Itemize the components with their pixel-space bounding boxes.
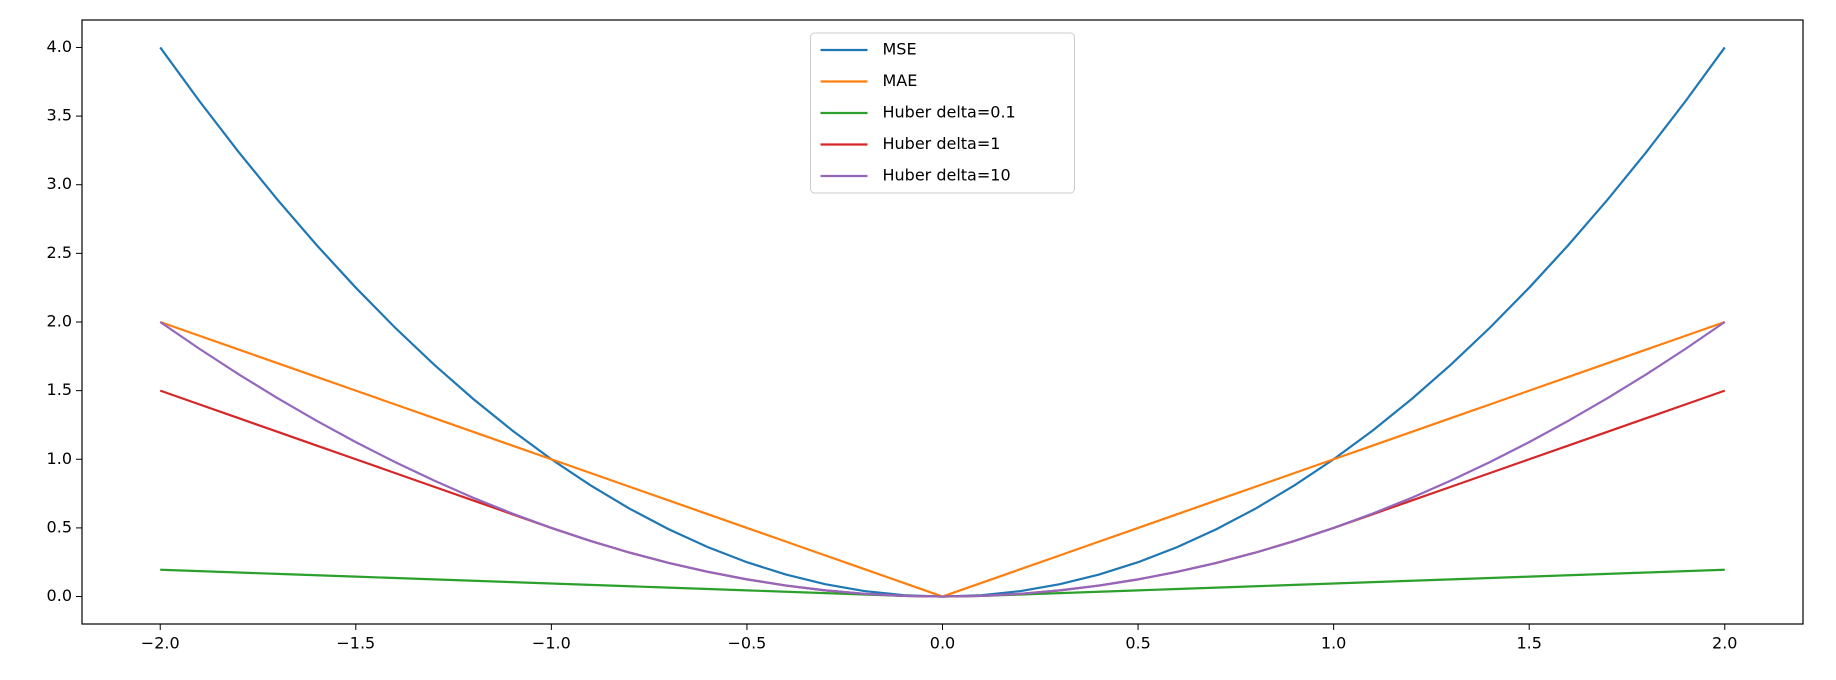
y-tick-label: 0.0 bbox=[47, 586, 72, 605]
series-line bbox=[159, 389, 1726, 598]
y-tick-label: 4.0 bbox=[47, 37, 72, 56]
legend-label: Huber delta=0.1 bbox=[883, 103, 1016, 122]
legend-label: Huber delta=1 bbox=[883, 134, 1001, 153]
y-tick-label: 3.0 bbox=[47, 174, 72, 193]
y-tick-label: 1.0 bbox=[47, 449, 72, 468]
legend-label: Huber delta=10 bbox=[883, 166, 1011, 185]
y-tick-label: 3.5 bbox=[47, 106, 72, 125]
series-line bbox=[160, 568, 1725, 598]
y-tick-label: 2.5 bbox=[47, 243, 72, 262]
x-tick-label: 0.5 bbox=[1125, 634, 1150, 653]
series-line bbox=[159, 321, 1726, 598]
x-tick-label: 0.0 bbox=[930, 634, 955, 653]
y-tick-label: 1.5 bbox=[47, 380, 72, 399]
x-tick-label: −0.5 bbox=[728, 634, 767, 653]
x-tick-label: 1.5 bbox=[1516, 634, 1541, 653]
legend-label: MAE bbox=[883, 71, 918, 90]
y-tick-label: 0.5 bbox=[47, 517, 72, 536]
legend-label: MSE bbox=[883, 40, 917, 59]
legend-box bbox=[810, 32, 1075, 194]
x-tick-label: −2.0 bbox=[141, 634, 180, 653]
series-line bbox=[159, 320, 1726, 598]
x-tick-label: −1.0 bbox=[532, 634, 571, 653]
legend: MSE MAE Huber delta=0.1 Huber delta=1 Huber … bbox=[810, 32, 1075, 194]
x-tick-label: 1.0 bbox=[1321, 634, 1346, 653]
y-tick-label: 2.0 bbox=[47, 312, 72, 331]
x-tick-label: 2.0 bbox=[1712, 634, 1737, 653]
plot-frame bbox=[81, 19, 1804, 625]
x-tick-label: −1.5 bbox=[336, 634, 375, 653]
